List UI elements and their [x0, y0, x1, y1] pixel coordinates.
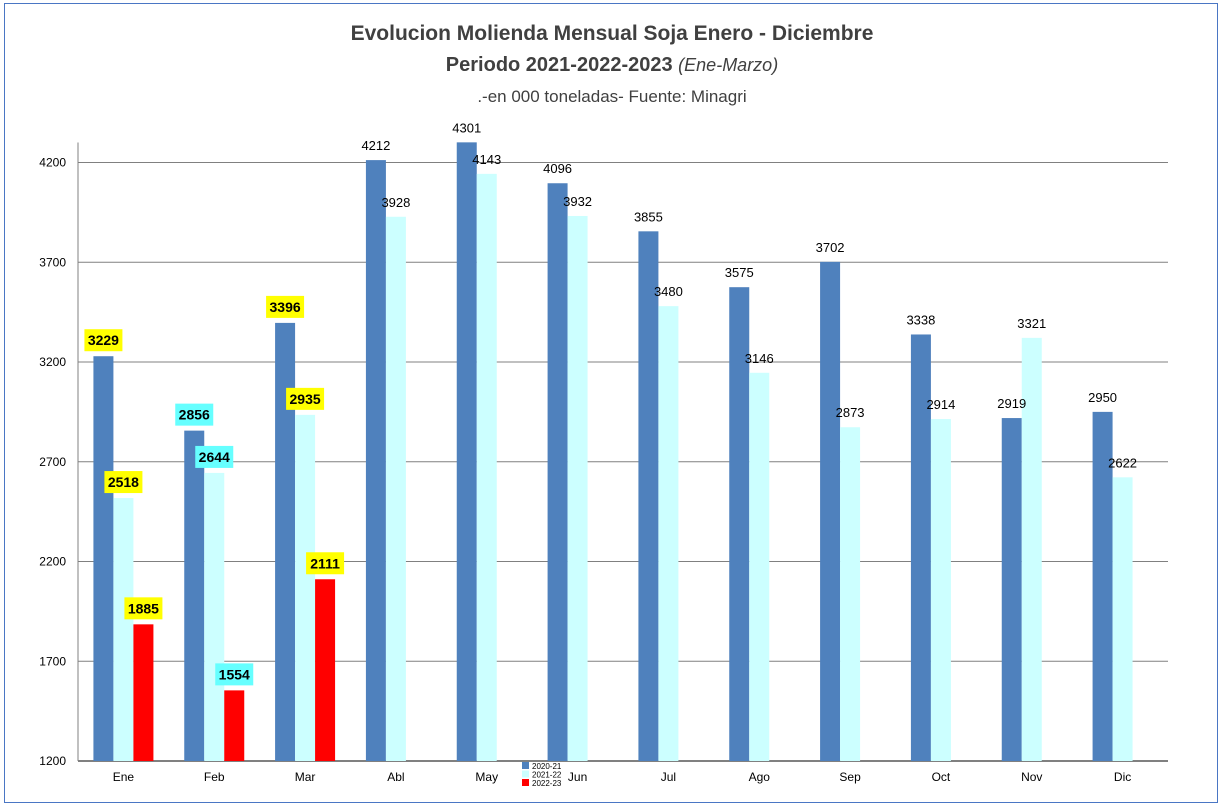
data-label: 2935 [290, 391, 321, 407]
bar-2021-22 [658, 306, 679, 761]
data-label-bg [266, 295, 305, 318]
data-label-bg [286, 387, 325, 410]
x-tick-label: Dic [1114, 770, 1131, 784]
data-label: 2856 [179, 407, 210, 423]
data-label-bg [306, 552, 345, 575]
data-label: 1554 [219, 666, 250, 682]
bar-2020-21 [93, 356, 114, 761]
x-tick-label: Feb [204, 770, 225, 784]
x-tick-label: Ene [113, 770, 135, 784]
bar-2020-21 [820, 261, 841, 761]
data-label: 2111 [310, 555, 340, 571]
chart-subtitle: Periodo 2021-2022-2023 (Ene-Marzo) [0, 54, 1224, 77]
data-label-bg [124, 597, 163, 620]
x-tick-label: Nov [1021, 770, 1042, 784]
data-label: 3396 [270, 299, 301, 315]
bar-2021-22 [1112, 477, 1133, 761]
y-tick-label: 2200 [39, 555, 66, 569]
bar-2021-22 [113, 498, 134, 761]
legend-label: 2021-22 [532, 771, 562, 780]
data-label-bg [84, 329, 123, 352]
chart-subtitle-note: (Ene-Marzo) [678, 55, 779, 75]
data-label-bg [104, 471, 143, 494]
x-tick-label: Sep [839, 770, 861, 784]
data-label: 4143 [472, 152, 501, 167]
bar-2021-22 [840, 427, 861, 761]
data-label: 2644 [199, 449, 230, 465]
bar-2020-21 [910, 334, 931, 761]
data-label: 3321 [1017, 316, 1046, 331]
y-tick-label: 3200 [39, 355, 66, 369]
data-label-bg [175, 403, 214, 426]
bar-2020-21 [1092, 411, 1113, 761]
bar-2021-22 [749, 372, 770, 761]
y-tick-label: 1700 [39, 654, 66, 668]
bar-2022-23 [315, 579, 336, 761]
data-label: 3480 [654, 284, 683, 299]
data-label: 3338 [906, 312, 935, 327]
bar-2021-22 [204, 472, 225, 761]
bar-2021-22 [385, 216, 406, 761]
data-label: 2919 [997, 396, 1026, 411]
data-label: 1885 [128, 600, 159, 616]
y-tick-label: 3700 [39, 255, 66, 269]
bar-2021-22 [1021, 337, 1042, 761]
chart-subtitle-2: .-en 000 toneladas- Fuente: Minagri [477, 87, 747, 106]
x-tick-label: May [475, 770, 498, 784]
bar-2020-21 [729, 287, 750, 761]
data-label: 4096 [543, 161, 572, 176]
data-label: 3702 [816, 240, 845, 255]
data-label-bg [195, 445, 234, 468]
legend-swatch [522, 762, 529, 769]
bar-2020-21 [275, 322, 296, 761]
legend-label: 2022-23 [532, 779, 562, 788]
data-label: 3855 [634, 209, 663, 224]
data-label: 3146 [745, 351, 774, 366]
y-tick-label: 1200 [39, 754, 66, 768]
legend-label: 2020-21 [532, 762, 562, 771]
legend-swatch [522, 779, 529, 786]
bar-2021-22 [295, 414, 316, 761]
data-label: 2518 [108, 474, 139, 490]
bar-2020-21 [1001, 418, 1022, 761]
y-tick-label: 2700 [39, 455, 66, 469]
y-tick-label: 4200 [39, 156, 66, 170]
bar-2021-22 [930, 419, 951, 761]
data-label: 4212 [361, 138, 390, 153]
x-tick-label: Jun [568, 770, 587, 784]
data-label: 2873 [836, 405, 865, 420]
x-tick-label: Mar [295, 770, 316, 784]
chart-title: Evolucion Molienda Mensual Soja Enero - … [350, 22, 874, 45]
data-label: 3932 [563, 194, 592, 209]
data-label-bg [215, 663, 254, 686]
x-tick-label: Abl [387, 770, 404, 784]
x-tick-label: Oct [932, 770, 951, 784]
legend-swatch [522, 770, 529, 778]
data-label: 2622 [1108, 455, 1137, 470]
data-label: 3928 [381, 195, 410, 210]
data-label: 3575 [725, 265, 754, 280]
bar-2020-21 [547, 183, 568, 762]
bar-2020-21 [184, 430, 205, 761]
x-tick-label: Ago [749, 770, 771, 784]
x-tick-label: Jul [661, 770, 676, 784]
bar-2021-22 [476, 173, 497, 761]
bar-2020-21 [638, 231, 659, 761]
data-label: 2950 [1088, 390, 1117, 405]
data-label: 3229 [88, 332, 119, 348]
bar-2022-23 [133, 624, 154, 761]
data-label: 2914 [926, 397, 955, 412]
bar-2020-21 [365, 160, 386, 761]
bar-2022-23 [224, 690, 245, 761]
data-label: 4301 [452, 120, 481, 135]
chart-subtitle-main: Periodo 2021-2022-2023 [445, 54, 673, 76]
bar-2021-22 [567, 215, 588, 761]
bar-2020-21 [456, 142, 477, 762]
